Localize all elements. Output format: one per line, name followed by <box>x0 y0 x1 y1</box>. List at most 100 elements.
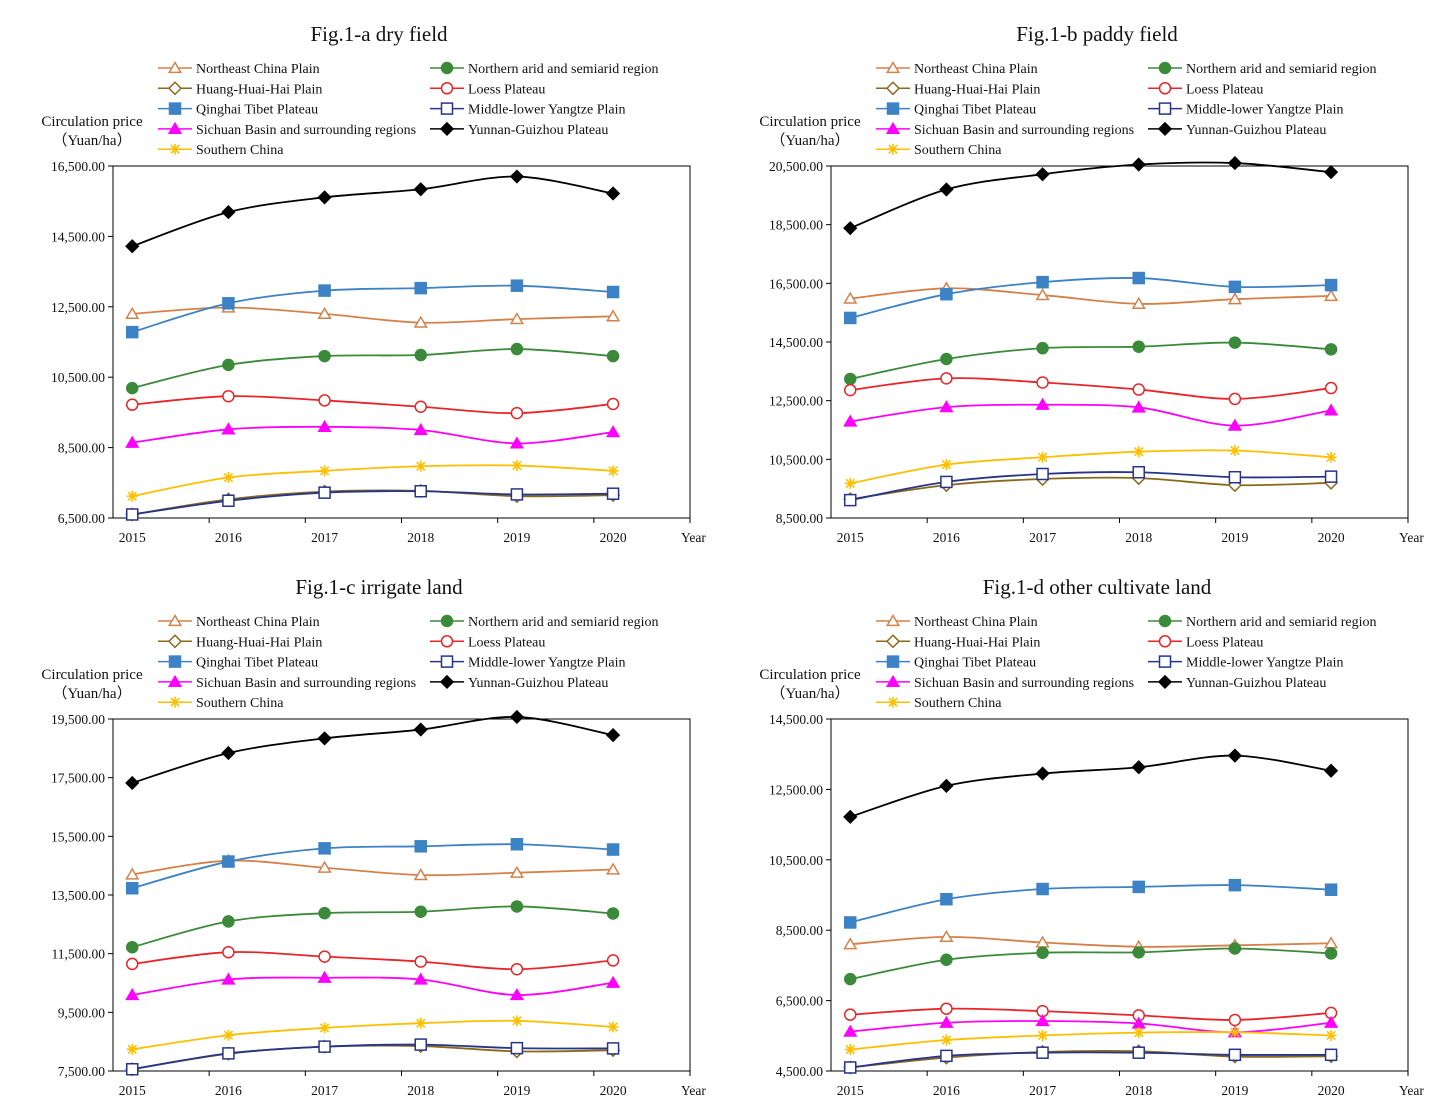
marker-shape <box>1132 465 1145 479</box>
marker-shape <box>1132 880 1145 894</box>
legend-marker <box>440 655 454 668</box>
marker-shape <box>843 383 857 397</box>
legend-item-sichuan-basin-and-surrounding-regions: Sichuan Basin and surrounding regions <box>158 674 416 691</box>
marker-shape <box>126 1043 138 1055</box>
data-point <box>843 372 857 386</box>
marker-shape <box>1036 1046 1049 1059</box>
marker-shape <box>125 867 140 880</box>
legend-item-sichuan-basin-and-surrounding-regions: Sichuan Basin and surrounding regions <box>158 121 416 138</box>
data-point <box>605 309 621 322</box>
data-point <box>319 465 331 477</box>
data-point <box>318 950 331 963</box>
series-line <box>132 951 614 971</box>
marker-shape <box>168 655 182 668</box>
series-yunnan-guizhou-plateau <box>125 709 621 791</box>
legend-label: Yunnan-Guizhou Plateau <box>468 676 608 691</box>
x-tick-label: 2020 <box>600 1083 627 1098</box>
data-point <box>940 372 953 385</box>
y-tick-label: 12,500.00 <box>51 300 105 315</box>
series-northeast-china-plain <box>125 300 621 328</box>
marker-shape <box>843 916 857 929</box>
data-point <box>221 205 236 220</box>
data-point <box>605 975 621 988</box>
marker-shape <box>439 674 455 690</box>
legend-label: Southern China <box>196 696 284 711</box>
y-tick-label: 12,500.00 <box>769 782 823 797</box>
chart-title: Fig.1-d other cultivate land <box>983 575 1212 599</box>
legend-marker <box>169 143 181 155</box>
marker-shape <box>886 655 900 668</box>
marker-shape <box>606 285 620 299</box>
legend-item-northern-arid-and-semiarid-region: Northern arid and semiarid region <box>1148 614 1377 630</box>
marker-shape <box>606 397 620 411</box>
marker-shape <box>1132 340 1145 353</box>
marker-shape <box>415 1017 427 1029</box>
series-middle-lower-yangtze-plain <box>125 484 620 521</box>
data-point <box>1037 451 1049 463</box>
y-tick-label: 13,500.00 <box>51 888 105 903</box>
data-point <box>1229 445 1241 457</box>
legend-item-middle-lower-yangtze-plain: Middle-lower Yangtze Plain <box>430 102 625 118</box>
y-tick-label: 10,500.00 <box>769 452 823 467</box>
marker-shape <box>221 422 236 435</box>
legend-item-northern-arid-and-semiarid-region: Northern arid and semiarid region <box>430 61 659 77</box>
chart-panel-d: Fig.1-d other cultivate land Northeast Ch… <box>718 553 1436 1106</box>
marker-shape <box>126 490 138 502</box>
marker-shape <box>1036 946 1049 959</box>
data-point <box>605 728 621 743</box>
legend-item-southern-china: Southern China <box>876 696 1002 711</box>
data-point <box>940 1049 953 1063</box>
marker-shape <box>843 493 857 507</box>
data-point <box>1036 275 1049 289</box>
marker-shape <box>167 61 183 74</box>
legend-item-qinghai-tibet-plateau: Qinghai Tibet Plateau <box>158 655 318 671</box>
legend-item-southern-china: Southern China <box>158 696 284 711</box>
data-point <box>1324 381 1338 395</box>
x-tick-label: 2015 <box>837 530 864 545</box>
marker-shape <box>222 915 235 928</box>
data-point <box>1228 878 1242 892</box>
data-point <box>317 731 332 746</box>
marker-shape <box>440 82 454 95</box>
series-yunnan-guizhou-plateau <box>125 169 621 254</box>
marker-shape <box>939 400 954 413</box>
data-point <box>1131 296 1146 310</box>
marker-shape <box>1228 470 1242 484</box>
legend-marker <box>887 143 899 155</box>
data-point <box>1227 418 1242 431</box>
legend-label: Northern arid and semiarid region <box>468 615 659 630</box>
series-line <box>131 905 614 949</box>
marker-shape <box>413 868 428 881</box>
marker-shape <box>1036 275 1049 289</box>
data-point <box>1323 288 1339 302</box>
data-point <box>318 486 331 499</box>
data-point <box>414 840 427 853</box>
marker-shape <box>605 975 621 988</box>
marker-shape <box>125 957 139 971</box>
data-point <box>1324 947 1338 960</box>
data-point <box>510 962 524 976</box>
series-line <box>132 395 614 415</box>
marker-shape <box>413 182 428 197</box>
legend-label: Huang-Huai-Hai Plain <box>914 635 1040 650</box>
legend-label: Qinghai Tibet Plateau <box>914 656 1036 671</box>
marker-shape <box>319 465 331 477</box>
legend-label: Yunnan-Guizhou Plateau <box>468 123 608 138</box>
marker-shape <box>1229 1026 1241 1038</box>
marker-shape <box>1158 82 1172 95</box>
y-axis-label: Circulation price <box>759 667 861 683</box>
marker-shape <box>318 842 331 855</box>
marker-shape <box>1131 400 1146 413</box>
marker-shape <box>606 1042 620 1055</box>
marker-shape <box>125 398 139 411</box>
data-point <box>939 1015 954 1028</box>
data-point <box>318 284 331 297</box>
data-point <box>1036 1046 1049 1059</box>
series-line <box>131 843 614 890</box>
series-line <box>850 935 1332 948</box>
data-point <box>318 842 331 855</box>
marker-shape <box>1324 470 1338 483</box>
data-point <box>605 186 621 201</box>
data-point <box>415 1017 427 1029</box>
marker-shape <box>414 955 427 968</box>
